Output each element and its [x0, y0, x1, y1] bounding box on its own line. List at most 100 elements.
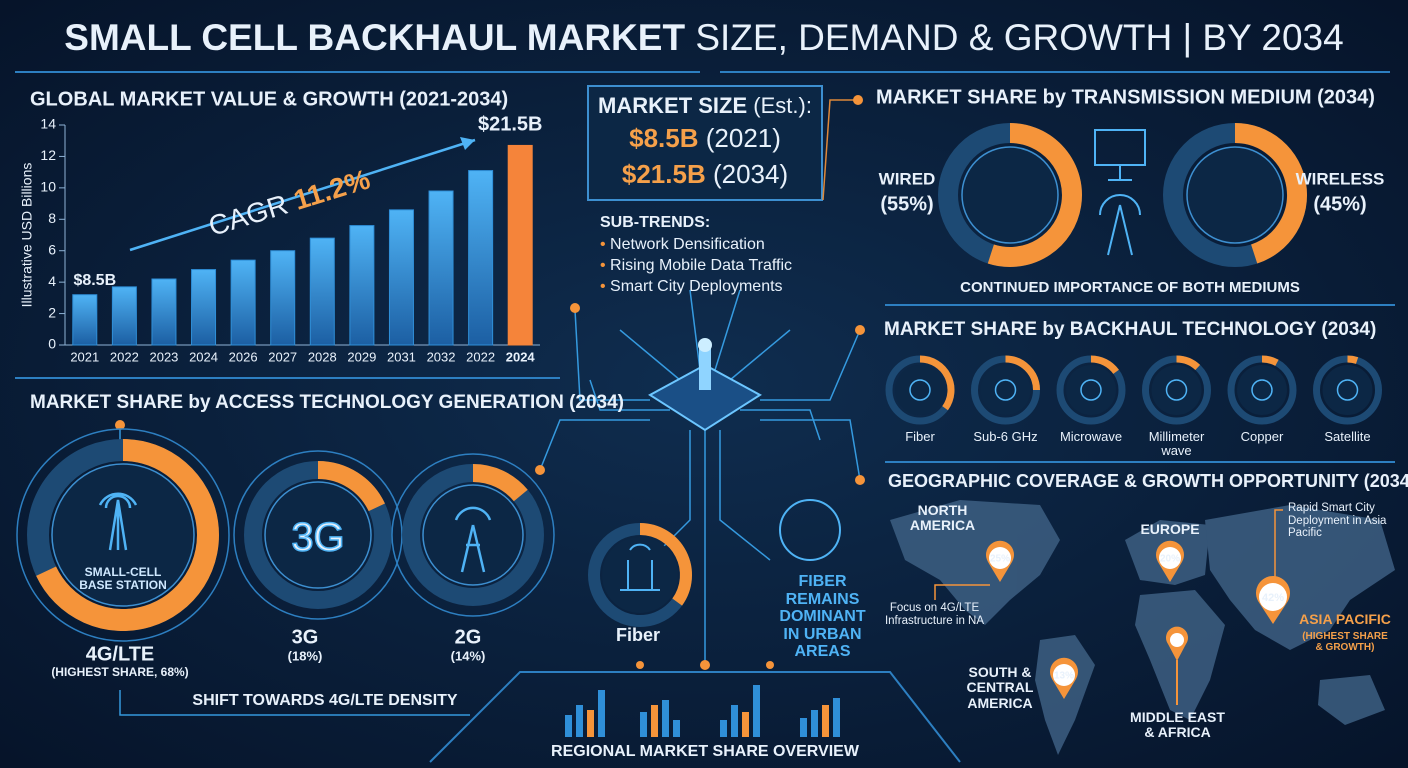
- icon-text: 3G: [291, 516, 344, 560]
- ring-inner: [1322, 365, 1373, 415]
- value-label: (14%): [451, 648, 486, 663]
- market-size-est: (Est.):: [753, 93, 812, 118]
- y-tick-label: 10: [40, 179, 56, 195]
- donut-arc: [1176, 355, 1201, 371]
- ring-inner: [1186, 146, 1284, 244]
- map-pin-dot: [1053, 664, 1075, 686]
- icon: [1251, 379, 1273, 401]
- ring-outline: [391, 453, 555, 617]
- bullet-dot: •: [600, 236, 610, 253]
- donut-arc: [317, 461, 385, 512]
- cagr-arrowhead: [460, 137, 475, 150]
- donut-arc: [1005, 355, 1040, 391]
- category-label: WIRED: [879, 169, 936, 188]
- charts: Fiber GLOBAL MARKET VALUE & GROWTH (2021-…: [16, 86, 1408, 709]
- category-label: 2G: [455, 626, 482, 648]
- x-tick-label: 2028: [308, 349, 337, 364]
- x-tick-label: 2022: [466, 349, 495, 364]
- y-tick-label: 12: [40, 147, 56, 163]
- regional-overview-title: REGIONAL MARKET SHARE OVERVIEW: [551, 743, 860, 760]
- market-size-line: $21.5B (2034): [622, 159, 788, 189]
- circuit-dots: [115, 95, 865, 670]
- icon: [994, 379, 1017, 401]
- map-pin-dot: [989, 547, 1011, 569]
- donut-arc: [639, 523, 692, 606]
- bar: [230, 259, 256, 346]
- ring-inner: [1151, 365, 1202, 415]
- bar-annotation: $8.5B: [73, 272, 116, 289]
- bar: [191, 269, 217, 346]
- bar-annotation: $21.5B: [478, 114, 543, 136]
- chart-title: GEOGRAPHIC COVERAGE & GROWTH OPPORTUNITY…: [888, 471, 1408, 491]
- bar: [270, 250, 296, 346]
- y-tick-label: 6: [48, 241, 56, 257]
- icon: [1165, 379, 1188, 401]
- y-tick-label: 14: [40, 116, 56, 132]
- frame-lines: [15, 71, 1395, 763]
- map-pin-label: 20%: [1160, 554, 1180, 565]
- ring-inner: [895, 365, 945, 415]
- donut-arc: [1347, 355, 1359, 364]
- bar: [111, 286, 137, 346]
- title-bold: SMALL CELL BACKHAUL MARKET: [64, 17, 685, 58]
- cagr-arrow: [129, 138, 476, 252]
- tower-icon: [98, 492, 138, 551]
- fiber-bundle-icon: [779, 499, 841, 561]
- y-axis-label: Illustrative USD Billions: [19, 163, 35, 308]
- x-tick-label: 2029: [347, 349, 376, 364]
- sub-trends: • Network Densification • Rising Mobile D…: [600, 236, 792, 295]
- category-label: WIRELESS: [1296, 169, 1385, 188]
- donut-arc: [1234, 123, 1308, 264]
- icon: [909, 379, 931, 401]
- map-pin-dot: [1159, 547, 1181, 569]
- sub-trend-item: • Network Densification: [600, 236, 765, 253]
- value-label: (45%): [1313, 193, 1366, 215]
- donut-arc: [36, 439, 219, 631]
- map-pin-label: 42%: [1262, 592, 1284, 604]
- ring-outline: [16, 428, 230, 642]
- regional-mini-bars: [565, 685, 840, 737]
- icons: [1094, 129, 1146, 256]
- sub-trend-item: • Rising Mobile Data Traffic: [600, 257, 792, 274]
- map-pin-label: 25%: [990, 554, 1010, 565]
- map-pin-dot: [1259, 583, 1287, 611]
- chart-title: MARKET SHARE by ACCESS TECHNOLOGY GENERA…: [30, 392, 624, 413]
- ring-inner: [602, 537, 678, 613]
- chart-title: MARKET SHARE by TRANSMISSION MEDIUM (203…: [876, 86, 1375, 108]
- sub-trend-item: • Smart City Deployments: [600, 278, 783, 295]
- ring-inner: [961, 146, 1059, 244]
- ring-inner: [422, 484, 524, 586]
- y-tick-label: 8: [48, 210, 56, 226]
- map-pin-label: 13%: [1054, 671, 1074, 682]
- value-label: (18%): [288, 648, 323, 663]
- sub-trend-text: Network Densification: [610, 236, 765, 253]
- tower-icon: [454, 506, 492, 573]
- value-label: (HIGHEST SHARE, 68%): [51, 665, 188, 679]
- x-tick-label: 2027: [268, 349, 297, 364]
- y-tick-label: 2: [48, 304, 56, 320]
- category-label: 3G: [292, 626, 319, 648]
- chip: [648, 338, 762, 432]
- x-tick-label: 2031: [387, 349, 416, 364]
- chart-title: GLOBAL MARKET VALUE & GROWTH (2021-2034): [30, 88, 508, 110]
- donut-arc: [1090, 355, 1119, 375]
- x-tick-label: 2023: [149, 349, 178, 364]
- donut-note: SHIFT TOWARDS 4G/LTE DENSITY: [192, 692, 458, 709]
- bar: [388, 209, 414, 346]
- ring-inner: [980, 365, 1031, 415]
- callout-line: [934, 509, 1283, 600]
- bullet-dot: •: [600, 278, 610, 295]
- market-size-line: $8.5B (2021): [629, 123, 781, 153]
- market-size-year: (2021): [706, 123, 781, 153]
- bar: [468, 170, 494, 346]
- market-size-title: MARKET SIZE: [598, 93, 747, 118]
- bar: [428, 190, 454, 346]
- sub-trend-text: Smart City Deployments: [610, 278, 783, 295]
- donut-arc: [1261, 355, 1279, 366]
- ring-inner: [1066, 365, 1116, 415]
- market-size-value: $21.5B: [622, 159, 706, 189]
- icon: [1080, 379, 1102, 401]
- bar: [151, 278, 177, 346]
- title-rest: SIZE, DEMAND & GROWTH | BY 2034: [695, 17, 1343, 58]
